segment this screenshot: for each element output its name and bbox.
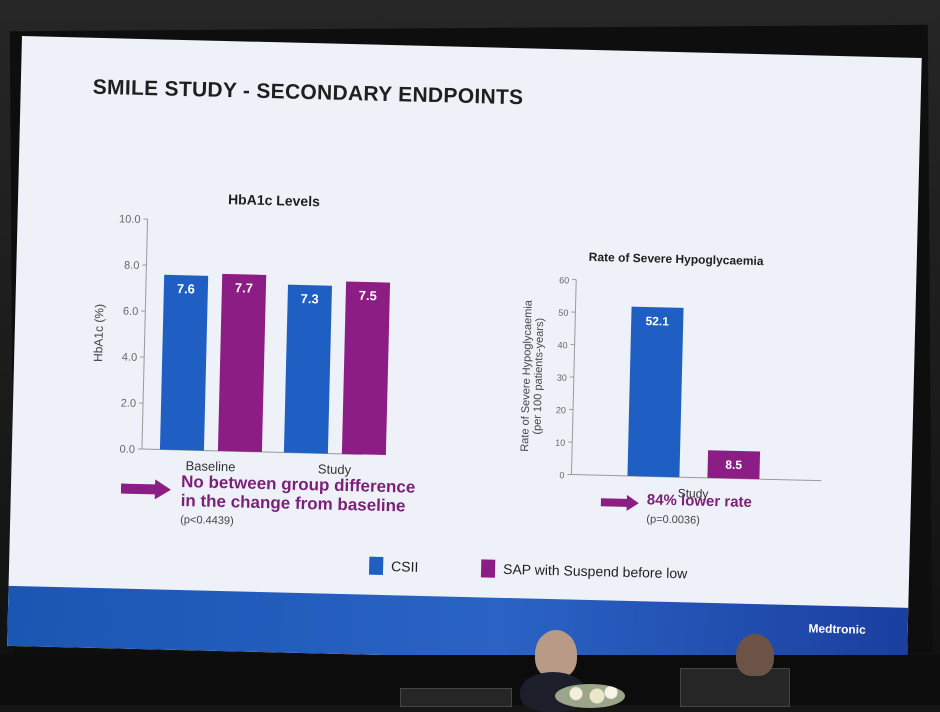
bar-baseline-sap: [218, 274, 266, 452]
left-callout-arrow-icon: [121, 479, 171, 500]
bar-data-label: 7.3: [300, 291, 318, 306]
legend-swatch-sap: [481, 559, 495, 577]
speaker-person-right: [736, 634, 774, 676]
left-callout-pvalue: (p<0.4439): [180, 514, 234, 527]
bar-data-label: 7.6: [177, 281, 195, 296]
bar-baseline-csii: [160, 275, 208, 451]
legend-label-sap: SAP with Suspend before low: [503, 561, 688, 581]
x-axis-line: [571, 475, 821, 481]
legend-swatch-csii: [369, 557, 383, 575]
y-tick-label: 20: [556, 405, 566, 415]
y-tick-label: 60: [559, 275, 569, 285]
y-tick-label: 10: [555, 438, 565, 448]
presentation-slide: SMILE STUDY - SECONDARY ENDPOINTS HbA1c …: [7, 36, 922, 668]
desk-monitor-left: [400, 688, 512, 707]
y-axis-label: HbA1c (%): [91, 304, 106, 362]
bar-study-sap: [342, 281, 390, 455]
right-callout-arrow-icon: [601, 494, 639, 511]
y-tick-label: 8.0: [124, 260, 140, 272]
y-axis-label-secondary: (per 100 patients-years): [531, 318, 546, 435]
slide-title: SMILE STUDY - SECONDARY ENDPOINTS: [92, 76, 523, 111]
hba1c-chart-title: HbA1c Levels: [228, 191, 320, 209]
speaker-person-left: [535, 630, 577, 678]
legend: CSII SAP with Suspend before low: [369, 557, 709, 587]
y-tick-label: 10.0: [119, 213, 141, 226]
hypo-chart-title: Rate of Severe Hypoglycaemia: [589, 250, 764, 268]
desk-monitor-right: [680, 668, 790, 707]
y-tick-label: 30: [557, 373, 567, 383]
bar-data-label: 7.7: [235, 280, 253, 295]
legend-item-sap: SAP with Suspend before low: [481, 559, 688, 582]
y-tick-label: 50: [558, 308, 568, 318]
y-tick-label: 2.0: [121, 398, 137, 410]
legend-item-csii: CSII: [369, 557, 419, 576]
flower-arrangement: [555, 684, 625, 708]
right-callout-text: 84% lower rate: [647, 491, 752, 511]
brand-logo-text: Medtronic: [808, 621, 866, 636]
y-tick-label: 0: [559, 470, 564, 480]
y-tick-label: 0.0: [119, 444, 135, 456]
bar-data-label: 8.5: [725, 458, 742, 472]
bar-study-csii: [627, 307, 683, 478]
bar-data-label: 7.5: [359, 288, 377, 303]
right-callout-pvalue: (p=0.0036): [646, 513, 700, 526]
y-tick-label: 6.0: [123, 306, 139, 318]
y-tick-label: 4.0: [122, 352, 138, 364]
legend-label-csii: CSII: [391, 558, 419, 575]
y-tick-label: 40: [557, 340, 567, 350]
left-callout: No between group difference in the chang…: [180, 472, 415, 516]
bar-data-label: 52.1: [645, 314, 669, 329]
y-axis-line: [142, 219, 148, 449]
bar-study-csii: [284, 285, 332, 454]
